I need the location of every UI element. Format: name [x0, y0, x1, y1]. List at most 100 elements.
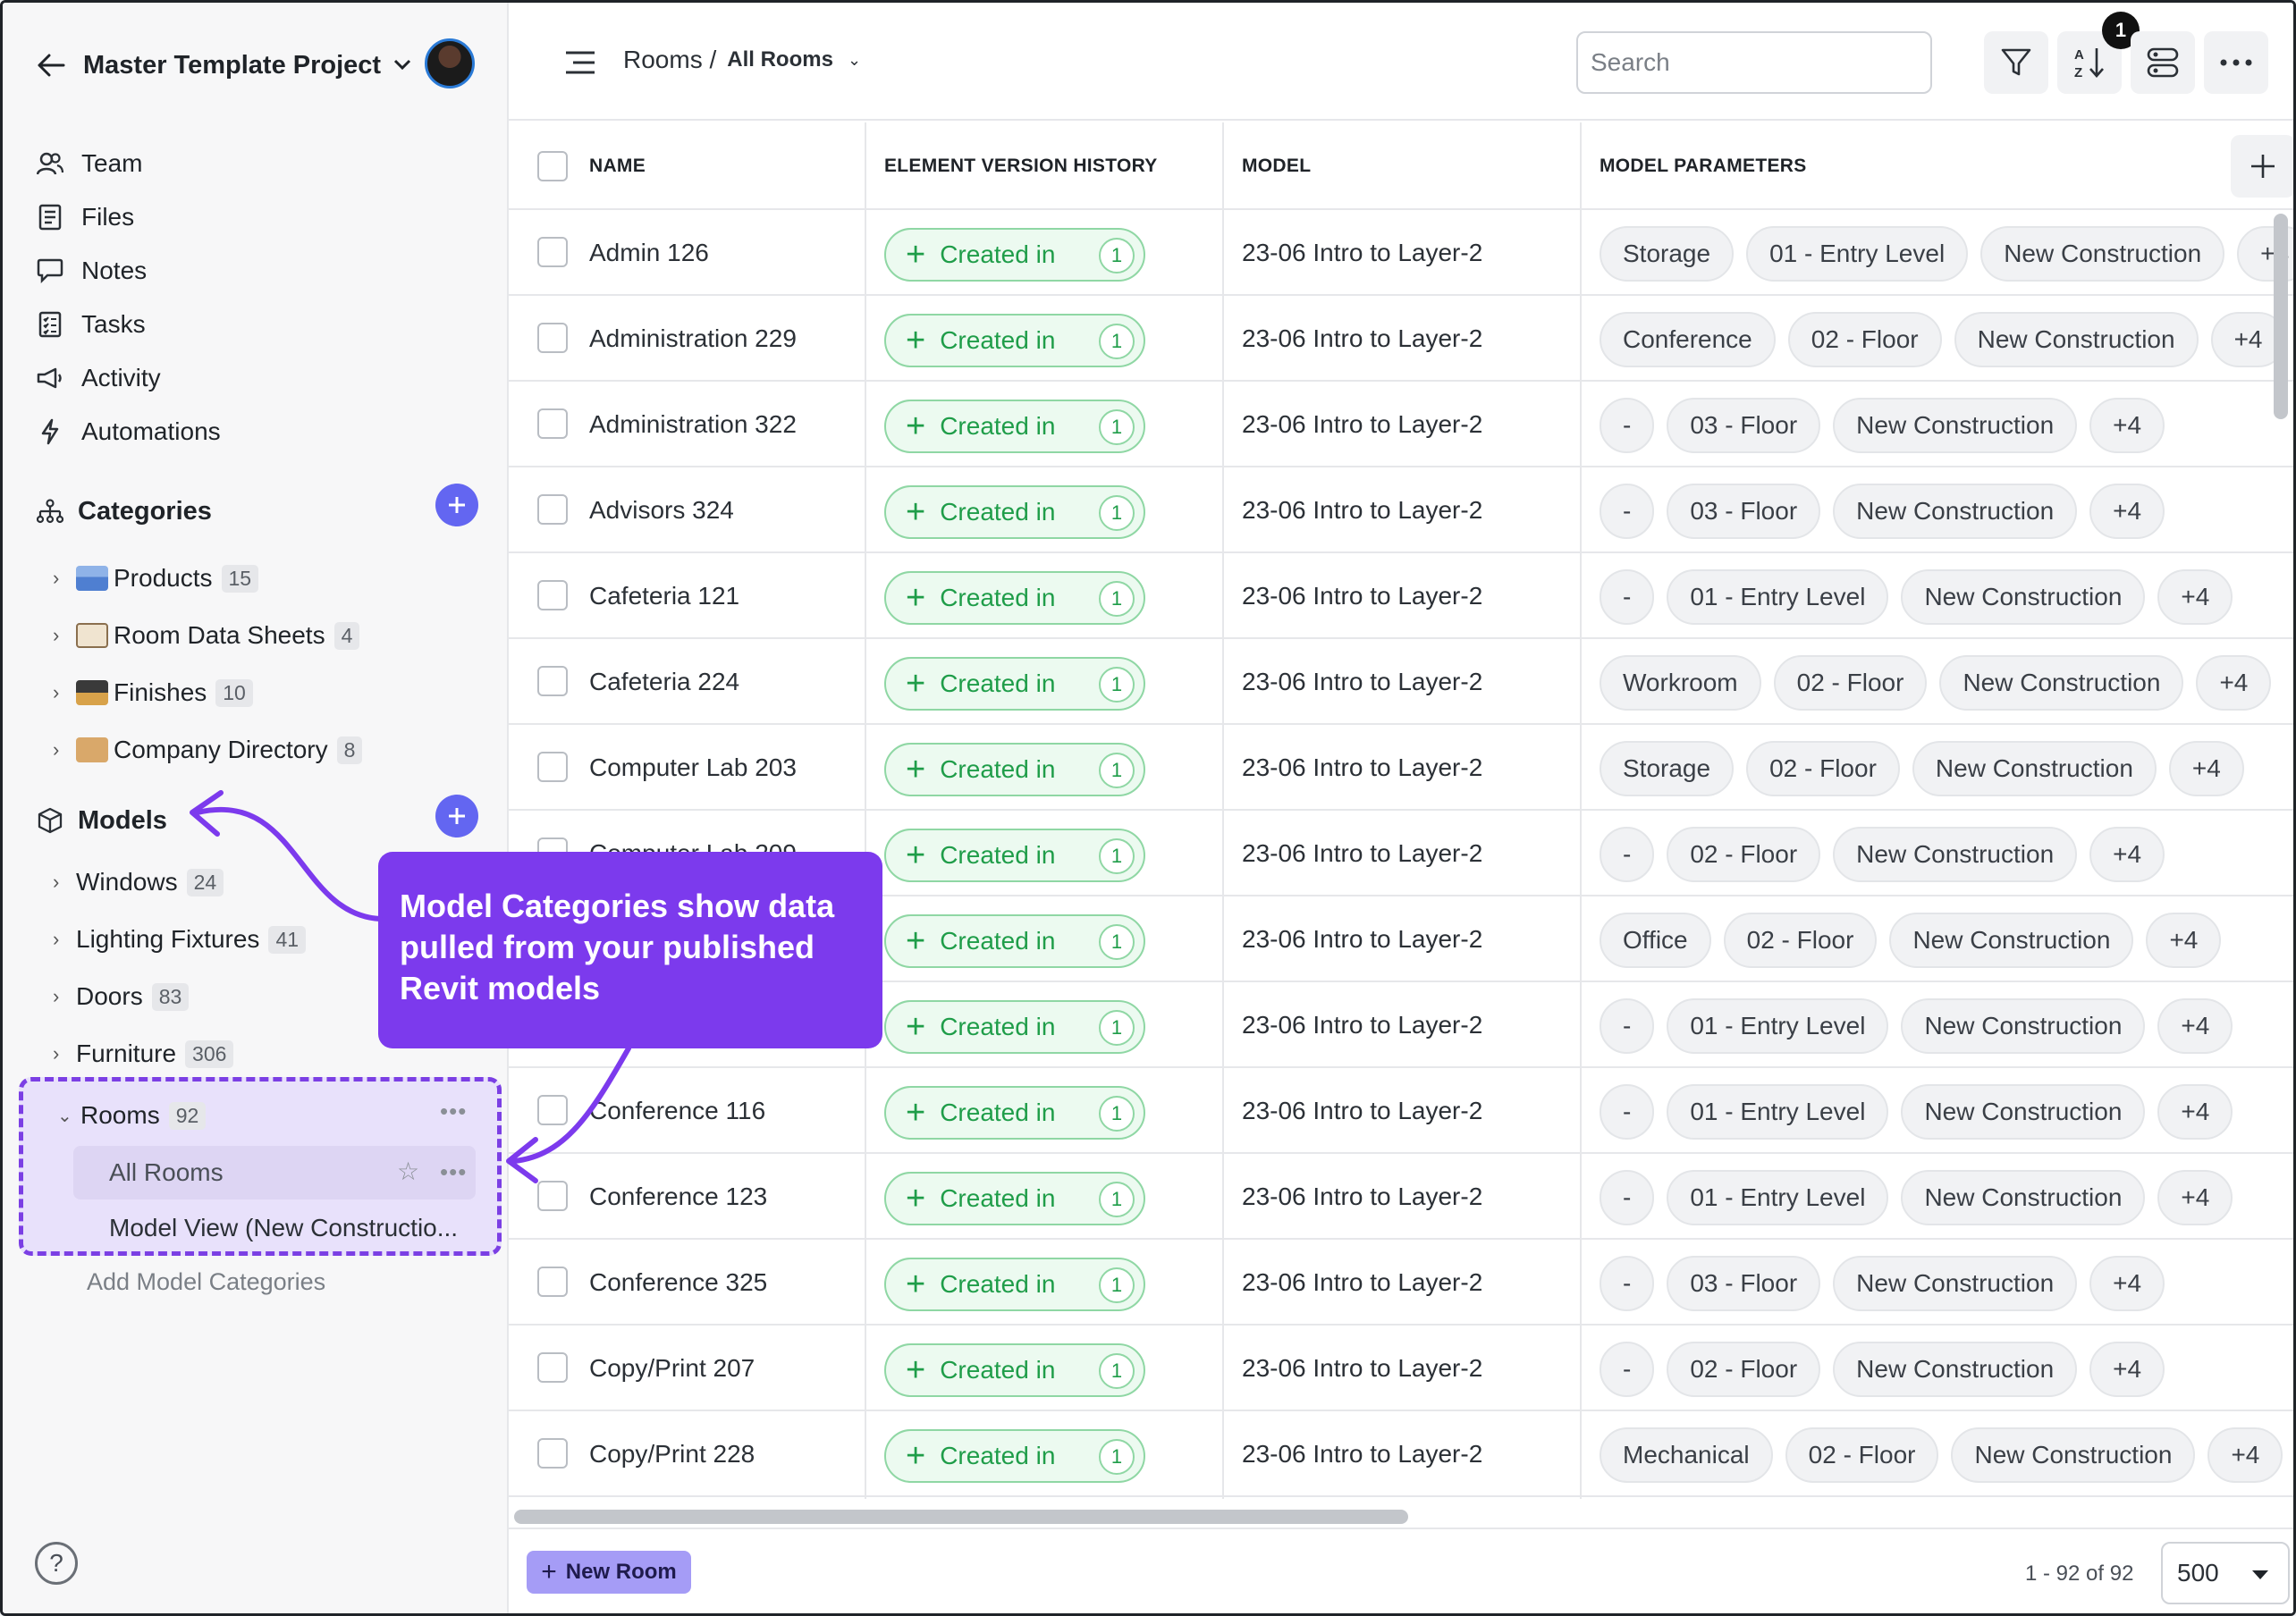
model-cell[interactable]: 23-06 Intro to Layer-2: [1242, 668, 1483, 695]
created-in-pill[interactable]: + Created in 1: [884, 914, 1145, 968]
vertical-scrollbar[interactable]: [2274, 214, 2288, 419]
categories-heading[interactable]: Categories: [35, 489, 212, 534]
parameter-tag[interactable]: 01 - Entry Level: [1667, 1084, 1889, 1140]
table-row[interactable]: Conference 123 + Created in 1 23-06 Intr…: [509, 1154, 2293, 1240]
room-name-cell[interactable]: Advisors 324: [589, 496, 734, 524]
room-name-cell[interactable]: Administration 322: [589, 410, 797, 438]
row-checkbox[interactable]: [537, 1352, 568, 1383]
add-column-button[interactable]: [2231, 135, 2293, 198]
parameter-tag[interactable]: 03 - Floor: [1667, 484, 1821, 539]
table-row[interactable]: Copy/Print 207 + Created in 1 23-06 Intr…: [509, 1326, 2293, 1411]
table-row[interactable]: + Created in 1 23-06 Intro to Layer-2 -0…: [509, 982, 2293, 1068]
table-row[interactable]: Cafeteria 224 + Created in 1 23-06 Intro…: [509, 639, 2293, 725]
chevron-right-icon[interactable]: ›: [53, 624, 60, 646]
created-in-pill[interactable]: + Created in 1: [884, 1258, 1145, 1311]
model-cell[interactable]: 23-06 Intro to Layer-2: [1242, 496, 1483, 524]
row-checkbox[interactable]: [537, 1438, 568, 1469]
breadcrumb-current[interactable]: All Rooms: [727, 47, 833, 72]
chevron-down-icon[interactable]: [393, 55, 413, 75]
created-in-pill[interactable]: + Created in 1: [884, 1086, 1145, 1140]
parameter-tag[interactable]: -: [1600, 1256, 1655, 1311]
back-arrow-icon[interactable]: [35, 49, 67, 81]
created-in-pill[interactable]: + Created in 1: [884, 743, 1145, 796]
parameter-tag[interactable]: +4: [2207, 1427, 2283, 1483]
chevron-down-icon[interactable]: ⌄: [847, 50, 862, 69]
chevron-right-icon[interactable]: ›: [53, 681, 60, 703]
parameter-tag[interactable]: Conference: [1600, 312, 1776, 367]
parameter-tag[interactable]: New Construction: [1901, 998, 2146, 1054]
room-name-cell[interactable]: Cafeteria 121: [589, 582, 740, 610]
table-row[interactable]: Cafeteria 121 + Created in 1 23-06 Intro…: [509, 553, 2293, 639]
add-model-button[interactable]: [435, 795, 478, 837]
avatar[interactable]: [425, 38, 475, 88]
row-checkbox[interactable]: [537, 408, 568, 439]
model-item-doors[interactable]: › Doors 83: [53, 968, 306, 1025]
parameter-tag[interactable]: -: [1600, 1170, 1655, 1225]
room-name-cell[interactable]: Copy/Print 228: [589, 1440, 755, 1468]
parameter-tag[interactable]: New Construction: [1912, 741, 2157, 796]
room-name-cell[interactable]: Cafeteria 224: [589, 668, 740, 695]
parameter-tag[interactable]: -: [1600, 484, 1655, 539]
column-header-version-history[interactable]: ELEMENT VERSION HISTORY: [884, 156, 1158, 176]
parameter-tag[interactable]: 01 - Entry Level: [1667, 569, 1889, 625]
nav-item-tasks[interactable]: Tasks: [35, 298, 221, 351]
model-item-rooms[interactable]: ⌄ Rooms 92: [57, 1089, 207, 1142]
parameter-tag[interactable]: New Construction: [1901, 1084, 2146, 1140]
parameter-tag[interactable]: -: [1600, 569, 1655, 625]
parameter-tag[interactable]: -: [1600, 1084, 1655, 1140]
parameter-tag[interactable]: Storage: [1600, 741, 1735, 796]
category-item-room-data-sheets[interactable]: › Room Data Sheets 4: [53, 607, 362, 664]
created-in-pill[interactable]: + Created in 1: [884, 314, 1145, 367]
view-item-model-view[interactable]: Model View (New Constructio...: [73, 1201, 476, 1255]
parameter-tag[interactable]: Storage: [1600, 226, 1735, 282]
more-actions-button[interactable]: [2204, 31, 2268, 94]
group-button[interactable]: [2131, 31, 2195, 94]
model-item-windows[interactable]: › Windows 24: [53, 854, 306, 911]
parameter-tag[interactable]: 02 - Floor: [1667, 1342, 1821, 1397]
created-in-pill[interactable]: + Created in 1: [884, 571, 1145, 625]
created-in-pill[interactable]: + Created in 1: [884, 1172, 1145, 1225]
chevron-right-icon[interactable]: ›: [53, 985, 60, 1007]
scrollbar-thumb[interactable]: [514, 1510, 1408, 1524]
room-name-cell[interactable]: Admin 126: [589, 239, 709, 266]
parameter-tag[interactable]: New Construction: [1951, 1427, 2196, 1483]
row-checkbox[interactable]: [537, 1095, 568, 1125]
category-item-products[interactable]: › Products 15: [53, 550, 362, 607]
parameter-tag[interactable]: +4: [2089, 398, 2165, 453]
star-icon[interactable]: ☆: [397, 1157, 420, 1185]
parameter-tag[interactable]: +4: [2089, 484, 2165, 539]
parameter-tag[interactable]: -: [1600, 998, 1655, 1054]
parameter-tag[interactable]: +4: [2210, 312, 2286, 367]
column-header-model-parameters[interactable]: MODEL PARAMETERS: [1600, 156, 1807, 176]
add-category-button[interactable]: [435, 484, 478, 526]
parameter-tag[interactable]: +4: [2168, 741, 2244, 796]
parameter-tag[interactable]: +4: [2157, 998, 2233, 1054]
help-icon[interactable]: ?: [35, 1542, 78, 1585]
model-cell[interactable]: 23-06 Intro to Layer-2: [1242, 1011, 1483, 1039]
model-cell[interactable]: 23-06 Intro to Layer-2: [1242, 753, 1483, 781]
rows-per-page-select[interactable]: 500: [2161, 1542, 2290, 1604]
model-cell[interactable]: 23-06 Intro to Layer-2: [1242, 239, 1483, 266]
parameter-tag[interactable]: -: [1600, 1342, 1655, 1397]
room-name-cell[interactable]: Conference 123: [589, 1183, 768, 1210]
chevron-right-icon[interactable]: ›: [53, 1042, 60, 1065]
model-item-lighting-fixtures[interactable]: › Lighting Fixtures 41: [53, 911, 307, 968]
table-row[interactable]: Copy/Print 228 + Created in 1 23-06 Intr…: [509, 1411, 2293, 1497]
created-in-pill[interactable]: + Created in 1: [884, 1000, 1145, 1054]
model-cell[interactable]: 23-06 Intro to Layer-2: [1242, 582, 1483, 610]
nav-item-notes[interactable]: Notes: [35, 244, 221, 298]
row-checkbox[interactable]: [537, 1267, 568, 1297]
parameter-tag[interactable]: 01 - Entry Level: [1667, 998, 1889, 1054]
nav-item-activity[interactable]: Activity: [35, 351, 221, 405]
created-in-pill[interactable]: + Created in 1: [884, 1343, 1145, 1397]
nav-item-files[interactable]: Files: [35, 190, 221, 244]
chevron-right-icon[interactable]: ›: [53, 871, 60, 893]
model-cell[interactable]: 23-06 Intro to Layer-2: [1242, 410, 1483, 438]
parameter-tag[interactable]: +4: [2089, 827, 2165, 882]
more-options-icon[interactable]: •••: [440, 1158, 468, 1185]
parameter-tag[interactable]: 02 - Floor: [1785, 1427, 1939, 1483]
table-row[interactable]: Conference 325 + Created in 1 23-06 Intr…: [509, 1240, 2293, 1326]
chevron-right-icon[interactable]: ›: [53, 738, 60, 761]
parameter-tag[interactable]: New Construction: [1833, 827, 2078, 882]
parameter-tag[interactable]: +4: [2157, 569, 2233, 625]
